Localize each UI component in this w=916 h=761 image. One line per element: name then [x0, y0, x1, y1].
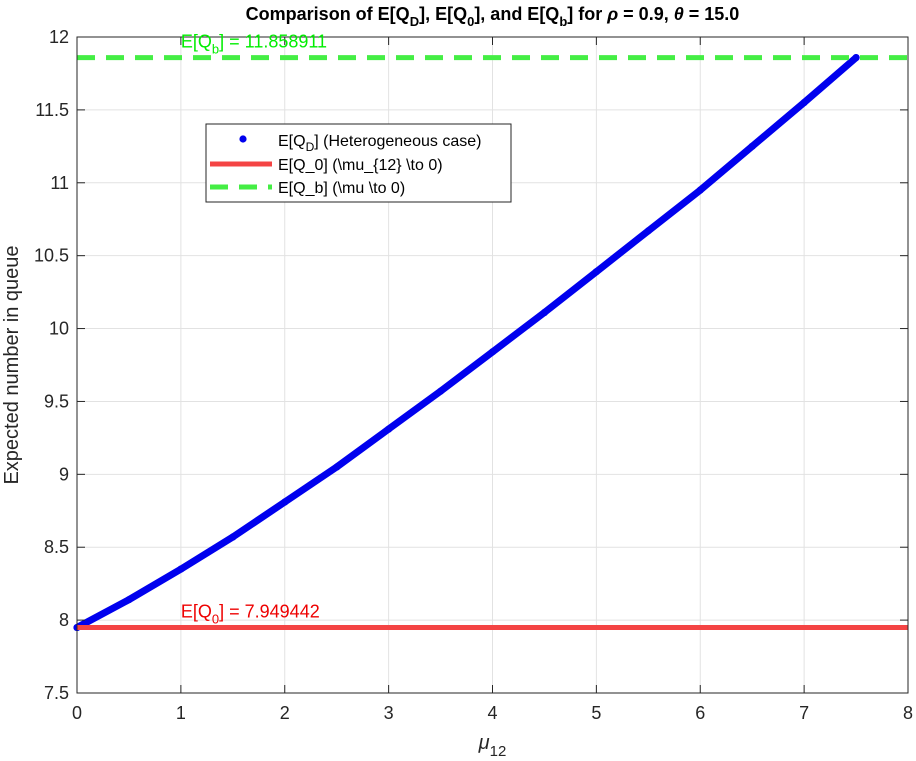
y-tick-label: 11.5: [35, 100, 69, 120]
data-point-eqd: [852, 53, 860, 62]
data-point-eqd: [696, 186, 704, 194]
data-point-eqd: [748, 142, 756, 150]
annotation-eqb: E[Qb​] = 11.858911: [181, 32, 327, 57]
data-point-eqd: [281, 498, 289, 506]
data-point-eqd: [800, 99, 808, 107]
y-tick-label: 7.5: [44, 683, 69, 703]
data-point-eqd: [333, 463, 341, 471]
data-point-eqd: [540, 308, 549, 317]
data-point-eqd: [592, 268, 600, 276]
data-point-eqd: [488, 348, 497, 356]
legend-layer: E[QD​] (Heterogeneous case) E[Q_0] (\mu_{…: [205, 123, 512, 203]
x-tick-label: 5: [591, 703, 601, 723]
y-axis-label: Expected number in queue: [1, 245, 23, 484]
legend-marker-eqd: [239, 135, 247, 143]
x-tick-label: 6: [695, 703, 705, 723]
data-point-eqd: [644, 227, 652, 235]
y-tick-label: 9.5: [44, 391, 69, 411]
y-tick-label: 10: [49, 319, 69, 339]
x-tick-label: 7: [799, 703, 809, 723]
y-tick-label: 8: [59, 610, 69, 630]
annotation-eq0: E[Q0​] = 7.949442: [181, 601, 320, 626]
x-tick-label: 3: [384, 703, 394, 723]
legend-label: E[QD​] (Heterogeneous case): [278, 133, 481, 154]
text-layer: Comparison of E[QD​], E[Q0​], and E[Qb​]…: [1, 4, 739, 760]
y-tick-label: 10.5: [34, 246, 69, 266]
data-point-eqd: [436, 387, 445, 395]
series-curve-eqd: [73, 54, 860, 631]
data-point-eqd: [125, 596, 133, 604]
x-tick-label: 4: [487, 703, 497, 723]
series-layer: [73, 53, 908, 632]
y-tick-label: 8.5: [44, 537, 69, 557]
x-tick-label: 0: [72, 703, 82, 723]
y-tick-label: 9: [59, 464, 69, 484]
y-tick-label: 12: [49, 27, 69, 47]
data-point-eqd: [177, 565, 185, 573]
x-tick-label: 1: [176, 703, 186, 723]
chart-title: Comparison of E[QD​], E[Q0​], and E[Qb​]…: [246, 4, 740, 29]
legend-label: E[Q_b] (\mu \to 0): [278, 180, 405, 197]
data-point-eqd: [385, 425, 393, 433]
legend-label: E[Q_0] (\mu_{12} \to 0): [278, 157, 443, 174]
x-tick-label: 8: [903, 703, 913, 723]
x-tick-label: 2: [280, 703, 290, 723]
y-tick-label: 11: [50, 173, 69, 193]
x-axis-label: μ12: [478, 732, 507, 760]
data-point-eqd: [229, 533, 237, 541]
